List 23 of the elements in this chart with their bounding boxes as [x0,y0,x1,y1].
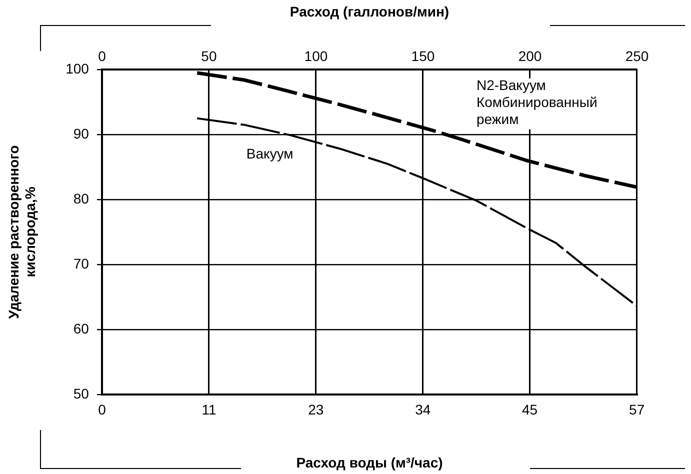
x2-axis-title: Расход (галлонов/мин) [290,3,450,20]
x2-tick-label: 150 [411,48,435,64]
x2-tick-label: 200 [518,48,542,64]
x-axis-title: Расход воды (м³/час) [296,454,443,470]
x-tick-label: 45 [522,402,538,418]
series-label: N2-Вакуум Комбинированный режим [476,77,598,128]
x-tick-label: 57 [629,402,645,418]
x2-tick-label: 250 [625,48,649,64]
x-tick-label: 11 [202,402,216,418]
y-tick-label: 80 [73,190,90,206]
y-tick-label: 60 [73,320,90,336]
y-tick-label: 100 [66,60,90,76]
x-tick-label: 0 [98,402,106,418]
y-axis-title: Удаление растворенного кислорода,% [5,145,38,319]
x2-tick-label: 0 [98,48,106,64]
y-tick-label: 90 [73,125,90,142]
x-tick-label: 34 [415,402,431,418]
x2-tick-label: 100 [304,48,328,64]
y-tick-label: 70 [73,255,90,272]
x-tick-label: 23 [308,402,324,418]
x2-tick-label: 50 [201,48,217,64]
series-label: Вакуум [246,145,294,162]
y-tick-label: 50 [73,385,90,402]
